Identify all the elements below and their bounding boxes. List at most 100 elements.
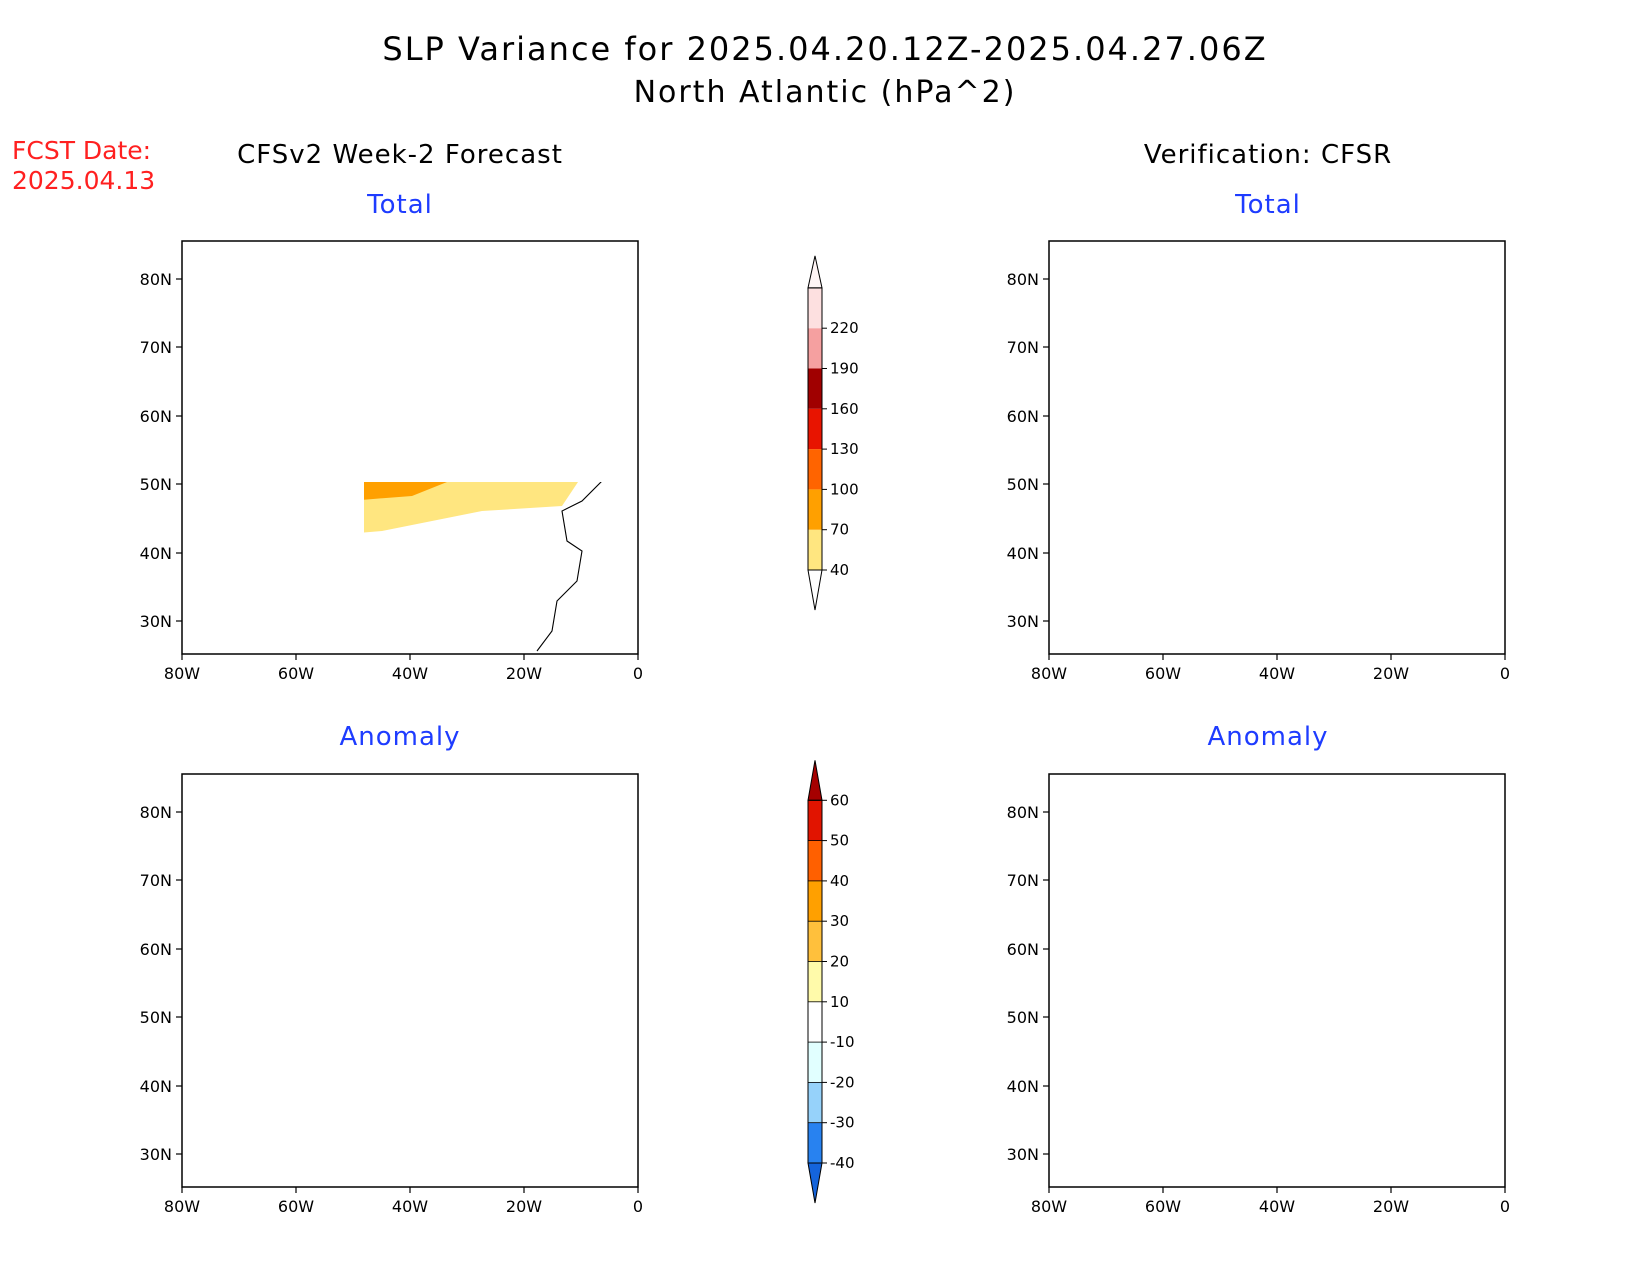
lat-tick-label: 50N [140,1008,172,1027]
colorbar-total: 40 70 100 130 160 190 220 [807,255,859,611]
panel-label-verification-anomaly: Anomaly [1207,722,1329,752]
lon-tick-label: 80W [1031,1197,1067,1216]
lat-tick-label: 80N [1007,803,1039,822]
lat-tick-label: 30N [140,1145,172,1164]
colorbar-anomaly-label: -10 [830,1033,855,1051]
lon-tick-label: 0 [1500,1197,1510,1216]
lat-tick-label: 70N [1007,871,1039,890]
lon-tick-label: 60W [1145,664,1181,683]
colorbar-anomaly: -40 -30 -20 -10 10 20 30 40 50 60 [807,760,855,1204]
column-header-verification: Verification: CFSR [1143,140,1393,170]
colorbar-anomaly-segment [808,800,822,841]
panel-verification-total [1048,240,1506,655]
colorbar-anomaly-label: 60 [830,791,849,809]
lon-tick-label: 40W [1259,1197,1295,1216]
panel-label-verification-total: Total [1235,190,1301,220]
lon-tick-label: 60W [278,1197,314,1216]
lon-tick-label: 40W [392,1197,428,1216]
axes-layer: 80N 70N 60N 50N 40N 30N 80W 60W 40W 20W 0 80N 70N 60N… [140,270,1510,1216]
colorbar-total-segment [808,529,822,570]
colorbar-anomaly-segment [808,921,822,962]
lat-tick-label: 30N [140,612,172,631]
colorbar-anomaly-segment [808,1122,822,1163]
lat-tick-label: 60N [140,940,172,959]
colorbar-anomaly-segment [808,961,822,1002]
colorbar-total-label: 190 [830,360,859,378]
panel-forecast-anomaly [181,773,639,1188]
colorbar-total-label: 70 [830,521,849,539]
lat-tick-label: 80N [1007,270,1039,289]
colorbar-anomaly-label: 30 [830,912,849,930]
column-header-forecast: CFSv2 Week-2 Forecast [237,140,563,170]
colorbar-anomaly-segment [808,840,822,881]
lat-tick-label: 80N [140,270,172,289]
colorbar-anomaly-frame [807,799,823,1164]
lat-tick-label: 40N [1007,544,1039,563]
colorbar-anomaly-label: 40 [830,872,849,890]
panel-label-forecast-total: Total [367,190,433,220]
colorbar-anomaly-segment [808,1042,822,1083]
lon-tick-label: 80W [1031,664,1067,683]
colorbar-total-segment [808,328,822,369]
lat-tick-label: 50N [1007,1008,1039,1027]
colorbar-anomaly-label: -20 [830,1073,855,1091]
lat-tick-label: 70N [1007,338,1039,357]
lat-tick-label: 60N [1007,407,1039,426]
lat-tick-label: 40N [140,1077,172,1096]
lon-tick-label: 60W [278,664,314,683]
colorbar-total-segment [808,449,822,490]
lat-tick-label: 60N [1007,940,1039,959]
lon-tick-label: 80W [164,1197,200,1216]
lat-tick-label: 50N [1007,475,1039,494]
lat-tick-label: 40N [1007,1077,1039,1096]
colorbar-anomaly-segment [808,880,822,922]
colorbar-total-frame [807,287,823,571]
lat-tick-label: 50N [140,475,172,494]
colorbar-total-label: 100 [830,480,859,498]
lon-tick-label: 20W [1373,664,1409,683]
colorbar-total-segment [808,408,822,450]
colorbar-total-label: 40 [830,561,849,579]
figure-subtitle: North Atlantic (hPa^2) [633,75,1017,110]
colorbar-anomaly-label: -30 [830,1114,855,1132]
fcst-date-label: FCST Date: [12,136,152,165]
lat-tick-label: 80N [140,803,172,822]
lon-tick-label: 20W [506,664,542,683]
figure-title: SLP Variance for 2025.04.20.12Z-2025.04.… [382,30,1268,68]
colorbar-anomaly-label: 20 [830,953,849,971]
colorbar-anomaly-segment [808,1001,822,1043]
lon-tick-label: 0 [1500,664,1510,683]
lon-tick-label: 0 [633,664,643,683]
colorbar-anomaly-top-arrow [807,760,823,801]
colorbar-anomaly-label: 10 [830,993,849,1011]
colorbar-total-segment [808,368,822,409]
lon-tick-label: 20W [1373,1197,1409,1216]
lat-tick-label: 70N [140,871,172,890]
fcst-date: FCST Date: 2025.04.13 [12,136,155,196]
colorbar-anomaly-segment [808,1082,822,1123]
colorbar-total-label: 160 [830,400,859,418]
colorbar-anomaly-bottom-arrow [807,1162,823,1204]
colorbar-anomaly-label: -40 [830,1154,855,1172]
colorbar-total-label: 130 [830,440,859,458]
lon-tick-label: 20W [506,1197,542,1216]
panel-forecast-total [181,240,639,655]
colorbar-total-label: 220 [830,319,859,337]
lat-tick-label: 30N [1007,1145,1039,1164]
colorbar-total-bottom-arrow [807,569,823,611]
colorbar-anomaly-label: 50 [830,832,849,850]
lat-tick-label: 40N [140,544,172,563]
fcst-date-value: 2025.04.13 [12,166,156,195]
panel-label-forecast-anomaly: Anomaly [339,722,461,752]
colorbar-total-segment [808,287,822,329]
lat-tick-label: 70N [140,338,172,357]
lon-tick-label: 60W [1145,1197,1181,1216]
lat-tick-label: 30N [1007,612,1039,631]
panel-verification-anomaly [1048,773,1506,1188]
lon-tick-label: 80W [164,664,200,683]
lon-tick-label: 0 [633,1197,643,1216]
colorbar-total-segment [808,489,822,530]
lon-tick-label: 40W [392,664,428,683]
lon-tick-label: 40W [1259,664,1295,683]
